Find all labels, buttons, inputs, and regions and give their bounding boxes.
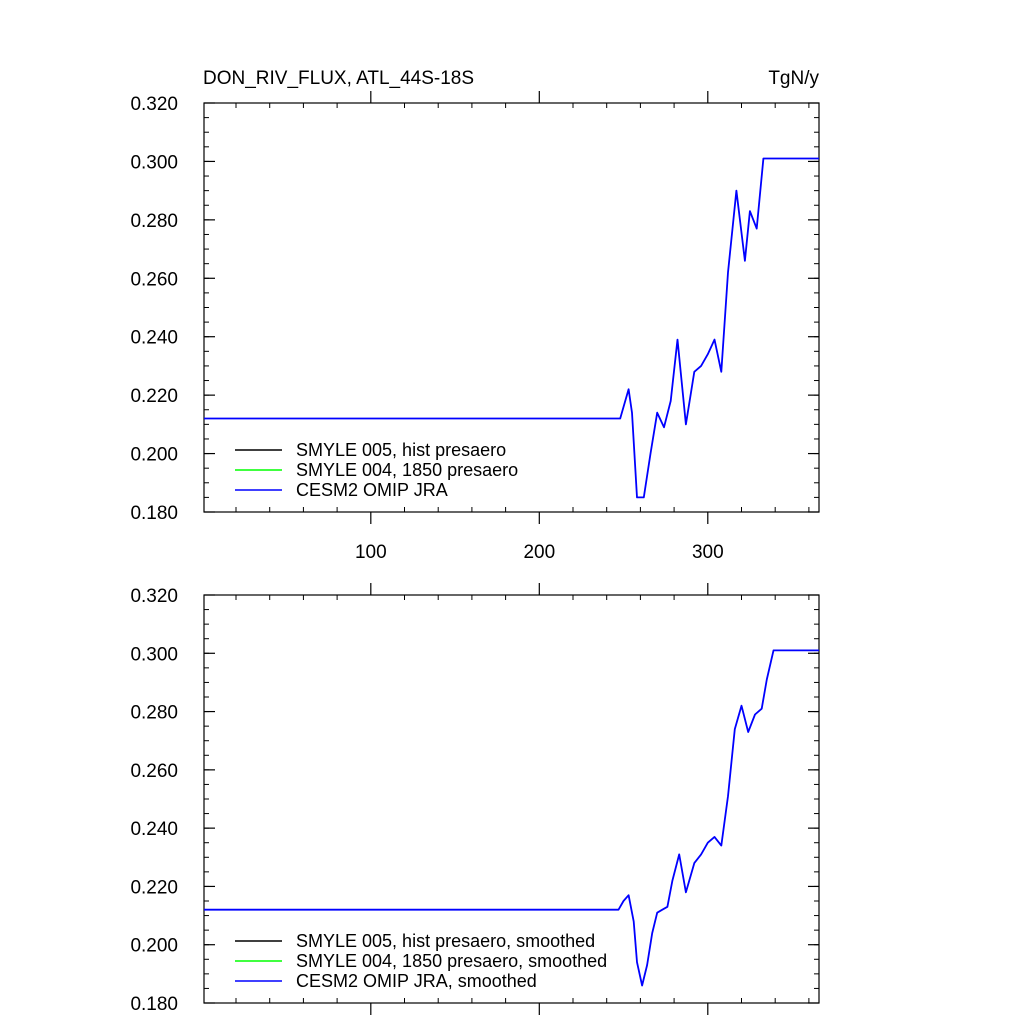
chart-top: 0.180 0.200 0.220 0.240 0.260 0.280 0.300 0.320… xyxy=(130,91,820,563)
y-tick-label: 0.220 xyxy=(130,877,178,898)
legend-label: CESM2 OMIP JRA, smoothed xyxy=(296,971,537,991)
legend-label: CESM2 OMIP JRA xyxy=(296,480,448,500)
series-line xyxy=(204,649,819,987)
y-tick-label: 0.180 xyxy=(130,994,178,1015)
legend-label: SMYLE 005, hist presaero, smoothed xyxy=(296,931,595,951)
chart-bottom: 0.180 0.200 0.220 0.240 0.260 0.280 0.300 0.320… xyxy=(130,583,820,1015)
legend-label: SMYLE 005, hist presaero xyxy=(296,440,506,460)
y-tick-label: 0.240 xyxy=(130,819,178,840)
x-tick-label: 100 xyxy=(355,542,387,563)
legend-label: SMYLE 004, 1850 presaero xyxy=(296,460,518,480)
y-tick-label: 0.220 xyxy=(130,386,178,407)
y-tick-label: 0.320 xyxy=(130,94,178,115)
y-tick-label: 0.180 xyxy=(130,503,178,524)
plot-title: DON_RIV_FLUX, ATL_44S-18S xyxy=(203,68,474,89)
legend-label: SMYLE 004, 1850 presaero, smoothed xyxy=(296,951,607,971)
x-tick-label: 300 xyxy=(692,542,724,563)
y-tick-label: 0.260 xyxy=(130,761,178,782)
y-tick-label: 0.280 xyxy=(130,703,178,724)
y-tick-label: 0.300 xyxy=(130,152,178,173)
units-label: TgN/y xyxy=(768,68,819,89)
x-tick-label: 200 xyxy=(523,542,555,563)
y-tick-label: 0.200 xyxy=(130,445,178,466)
y-tick-label: 0.200 xyxy=(130,936,178,957)
y-tick-label: 0.300 xyxy=(130,644,178,665)
y-tick-label: 0.240 xyxy=(130,328,178,349)
y-tick-label: 0.320 xyxy=(130,586,178,607)
series-line xyxy=(204,157,819,499)
y-tick-label: 0.260 xyxy=(130,269,178,290)
y-tick-label: 0.280 xyxy=(130,211,178,232)
